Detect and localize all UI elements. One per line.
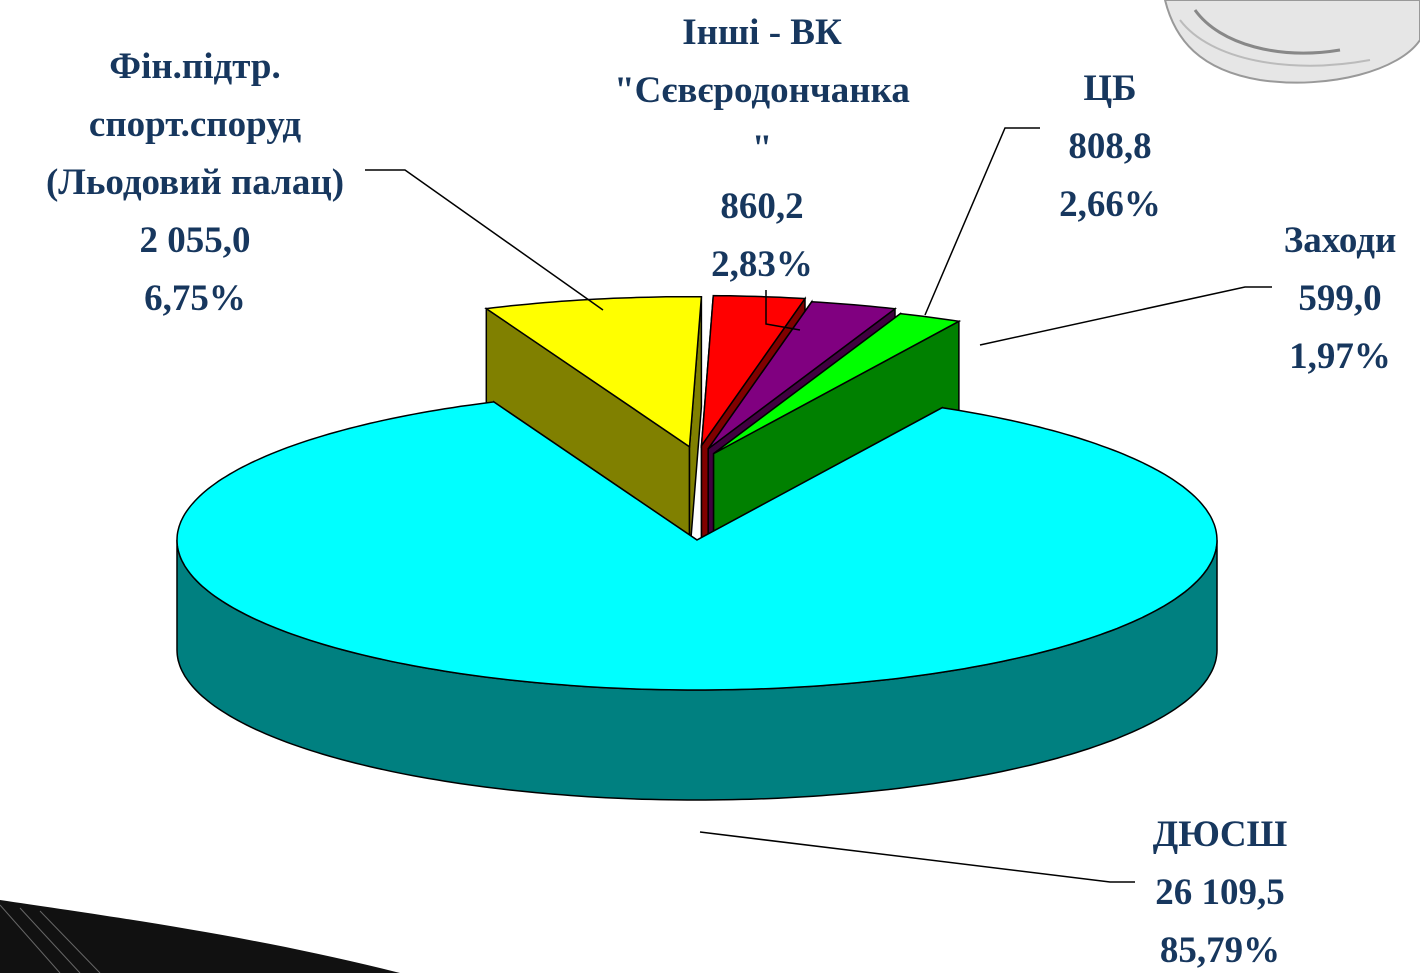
slice-top [707,301,897,450]
slice [484,295,703,559]
category-label: ЦБ [1083,68,1137,109]
data-label: ДЮСШ 26 109,5 85,79% [1010,806,1420,973]
slice-top [484,295,703,449]
data-label: Фін.підтр. спорт.споруд (Льодовий палац)… [0,38,405,328]
value-label: 26 109,5 [1155,872,1285,913]
shoe-decoration [1163,0,1420,84]
leader-line [699,831,1135,883]
value-label: 808,8 [1068,126,1152,167]
share-label: 2,83% [711,244,813,285]
leader-line [979,286,1272,346]
share-label: 1,97% [1289,336,1391,377]
slice-top [700,294,807,449]
category-label: Фін.підтр. спорт.споруд (Льодовий палац) [45,46,345,203]
leader-line [365,169,604,311]
share-label: 6,75% [144,278,246,319]
category-label: ДЮСШ [1152,814,1288,855]
value-label: 599,0 [1298,278,1382,319]
data-label: Заходи 599,0 1,97% [1130,212,1420,386]
share-label: 2,66% [1059,184,1161,225]
slice [176,400,1218,801]
swoosh-decoration [0,900,400,973]
leader-line [765,290,801,331]
category-label: Інші - ВК "Сєвєродончанка " [614,12,910,169]
leader-line [924,127,1040,316]
slice-top [713,312,962,455]
value-label: 2 055,0 [139,220,251,261]
slice-top [176,401,1218,691]
data-label: ЦБ 808,8 2,66% [900,60,1320,234]
share-label: 85,79% [1159,930,1281,971]
value-label: 860,2 [720,186,804,227]
data-label: Інші - ВК "Сєвєродончанка " 860,2 2,83% [552,4,972,294]
category-label: Заходи [1283,220,1397,261]
